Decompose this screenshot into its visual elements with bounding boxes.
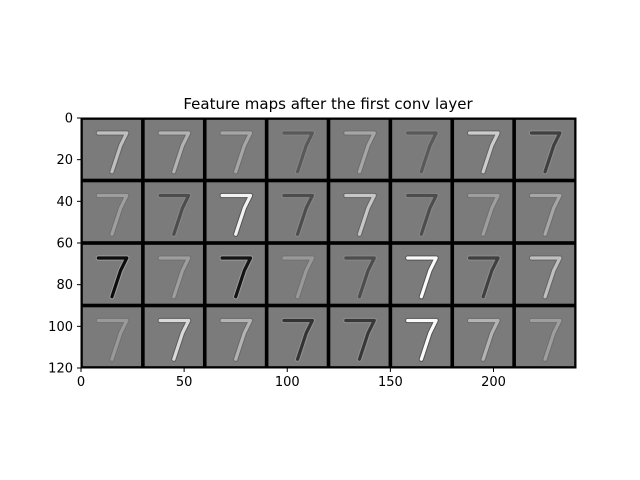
feature-map-tile xyxy=(454,307,513,367)
digit-stroke xyxy=(529,256,562,299)
y-tick-label: 60 xyxy=(56,237,73,252)
digit-stroke xyxy=(344,193,376,236)
feature-map-tile xyxy=(392,244,451,304)
feature-map-tile xyxy=(206,244,265,304)
digit-stroke xyxy=(467,318,500,361)
digit-stroke xyxy=(282,318,315,361)
feature-map-tile xyxy=(392,307,451,367)
digit-stroke xyxy=(529,193,562,236)
feature-map-tile xyxy=(82,119,142,179)
y-tick-label: 40 xyxy=(56,195,73,210)
feature-map-tile xyxy=(454,182,513,242)
feature-map-tile xyxy=(82,182,142,242)
x-tick-label: 150 xyxy=(378,375,403,390)
feature-map-tile xyxy=(206,307,265,367)
feature-map-tile xyxy=(144,182,203,242)
digit-stroke xyxy=(220,318,253,361)
y-tick-label: 80 xyxy=(56,278,73,293)
digit-stroke xyxy=(96,318,129,361)
digit-stroke xyxy=(529,131,562,174)
x-axis: 0 50 100 150 200 xyxy=(77,368,506,390)
feature-map-tile xyxy=(330,182,389,242)
feature-map-tile xyxy=(144,119,203,179)
feature-map-tile xyxy=(454,119,513,179)
feature-map-tile xyxy=(144,244,203,304)
digit-stroke xyxy=(158,318,191,361)
digit-stroke xyxy=(406,256,438,299)
y-tick-label: 120 xyxy=(48,362,73,377)
feature-map-tile xyxy=(392,182,451,242)
feature-map-tile xyxy=(144,307,203,367)
feature-map-tile xyxy=(515,119,575,179)
digit-stroke xyxy=(344,256,376,299)
feature-map-tile xyxy=(206,119,265,179)
digit-stroke xyxy=(467,256,500,299)
y-tick-label: 0 xyxy=(65,112,73,127)
digit-stroke xyxy=(220,131,253,174)
digit-stroke xyxy=(467,131,500,174)
x-tick-label: 100 xyxy=(275,375,300,390)
y-tick-label: 20 xyxy=(56,153,73,168)
digit-stroke xyxy=(158,256,191,299)
feature-map-tile xyxy=(206,182,265,242)
feature-map-tile xyxy=(515,307,575,367)
x-tick-label: 50 xyxy=(176,375,193,390)
digit-stroke xyxy=(158,193,191,236)
digit-stroke xyxy=(344,131,376,174)
digit-stroke xyxy=(406,131,438,174)
digit-stroke xyxy=(282,256,315,299)
feature-map-tile xyxy=(454,244,513,304)
feature-map-tile xyxy=(515,182,575,242)
y-tick-label: 100 xyxy=(48,320,73,335)
digit-stroke xyxy=(529,318,562,361)
digit-stroke xyxy=(96,193,129,236)
x-tick-label: 200 xyxy=(481,375,506,390)
feature-map-tile xyxy=(268,307,327,367)
digit-stroke xyxy=(344,318,376,361)
digit-stroke xyxy=(220,193,253,236)
feature-map-tile xyxy=(515,244,575,304)
digit-stroke xyxy=(96,131,129,174)
feature-map-tile xyxy=(268,182,327,242)
feature-map-tile xyxy=(268,244,327,304)
feature-map-tile xyxy=(392,119,451,179)
digit-stroke xyxy=(282,131,315,174)
digit-stroke xyxy=(158,131,191,174)
digit-stroke xyxy=(220,256,253,299)
feature-map-tile xyxy=(82,307,142,367)
feature-map-tile xyxy=(330,119,389,179)
digit-stroke xyxy=(467,193,500,236)
chart-title: Feature maps after the first conv layer xyxy=(183,95,473,113)
digit-stroke xyxy=(406,318,438,361)
digit-stroke xyxy=(96,256,129,299)
digit-stroke xyxy=(282,193,315,236)
digit-stroke xyxy=(406,193,438,236)
y-axis: 0 20 40 60 80 100 120 xyxy=(48,112,81,377)
feature-map-tile xyxy=(268,119,327,179)
plot-area xyxy=(81,118,576,368)
feature-map-tile xyxy=(82,244,142,304)
feature-map-tile xyxy=(330,307,389,367)
feature-map-tile xyxy=(330,244,389,304)
x-tick-label: 0 xyxy=(77,375,85,390)
